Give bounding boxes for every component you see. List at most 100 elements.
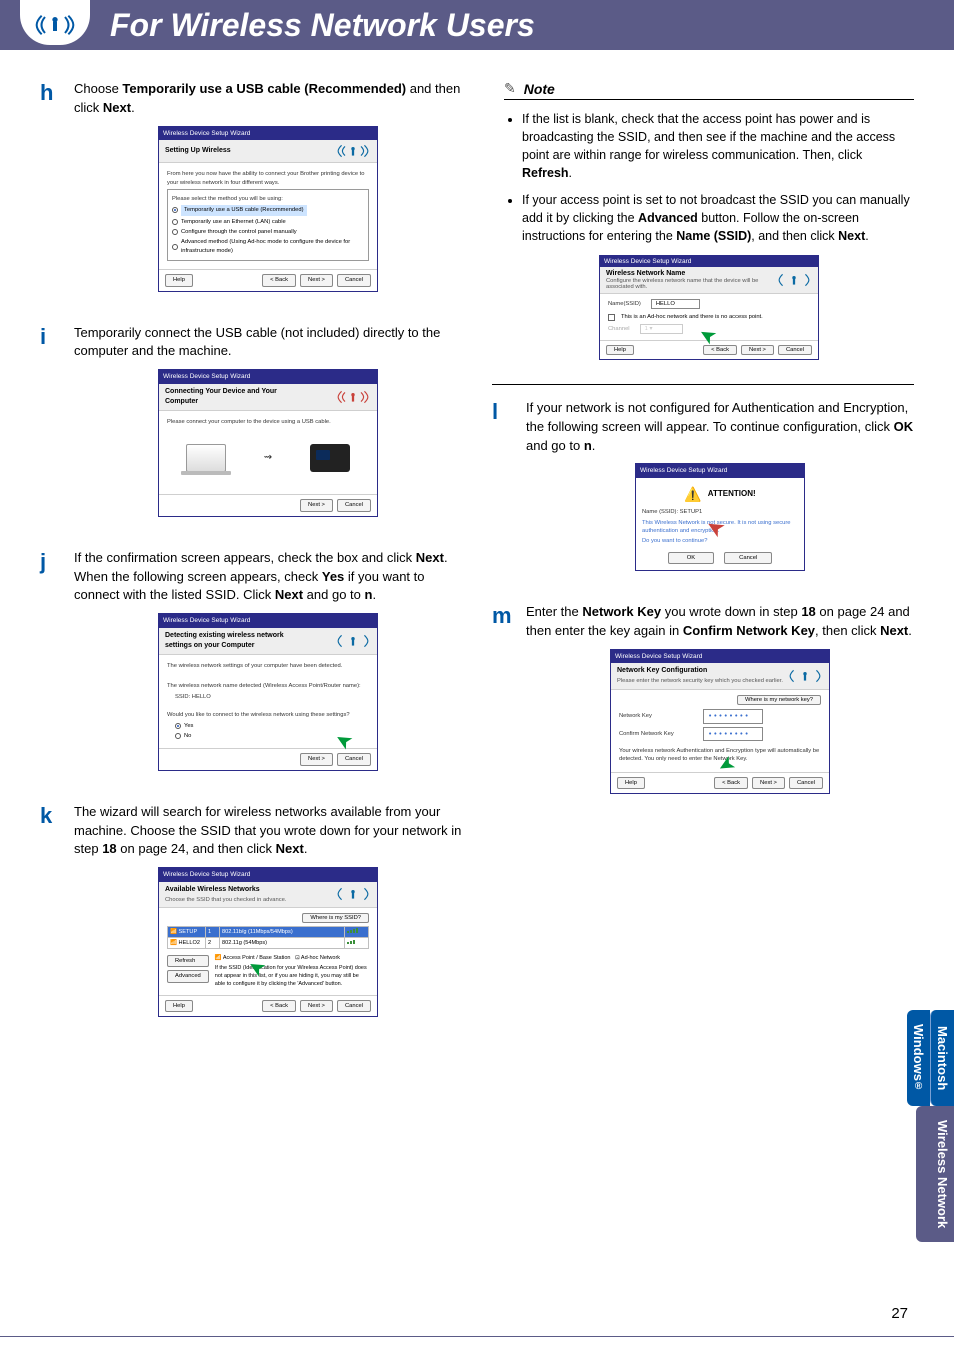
illustration: ⇝	[167, 428, 369, 488]
note-item: If the list is blank, check that the acc…	[522, 110, 914, 183]
wizard-footer: Next > Cancel	[159, 494, 377, 515]
step-j: j If the confirmation screen appears, ch…	[40, 549, 462, 785]
cancel-button[interactable]: Cancel	[337, 274, 371, 286]
wizard-body: The wireless network settings of your co…	[159, 655, 377, 748]
next-button[interactable]: Next >	[300, 1000, 333, 1012]
radio-option[interactable]: Advanced method (Using Ad-hoc mode to co…	[172, 238, 364, 255]
step-body: Enter the Network Key you wrote down in …	[526, 603, 914, 808]
text-bold: Advanced	[638, 211, 698, 225]
step-i: i Temporarily connect the USB cable (not…	[40, 324, 462, 531]
cancel-button[interactable]: Cancel	[789, 777, 823, 789]
legend: 📶 Access Point / Base Station ⊡ Ad-hoc N…	[215, 955, 369, 963]
step-l: l If your network is not configured for …	[492, 399, 914, 585]
text: .	[304, 841, 308, 856]
text-bold: Next	[103, 100, 131, 115]
text: The wireless network settings of your co…	[167, 662, 369, 670]
ok-button[interactable]: OK	[668, 552, 714, 564]
radio-icon	[175, 723, 181, 729]
wizard-header: Wireless Network Name Configure the wire…	[600, 267, 818, 294]
network-key-input[interactable]: ••••••••	[703, 709, 763, 723]
option-label: Advanced method (Using Ad-hoc mode to co…	[181, 238, 364, 255]
ssid-input[interactable]: HELLO	[651, 299, 700, 309]
help-button[interactable]: Help	[165, 274, 193, 286]
step-letter: m	[492, 603, 512, 808]
next-button[interactable]: Next >	[741, 345, 774, 355]
cell: 1	[206, 926, 220, 937]
option-label: Temporarily use an Ethernet (LAN) cable	[181, 218, 286, 226]
footer-rule	[0, 1336, 954, 1340]
tab-windows[interactable]: Windows®	[907, 1010, 930, 1106]
step-letter: i	[40, 324, 60, 531]
refresh-button[interactable]: Refresh	[167, 955, 209, 967]
wizard-header: Available Wireless Networks Choose the S…	[159, 882, 377, 909]
cell: SETUP	[179, 929, 198, 935]
next-button[interactable]: Next >	[752, 777, 785, 789]
text: .	[569, 166, 572, 180]
button-group: < Back Next > Cancel	[714, 777, 823, 789]
next-button[interactable]: Next >	[300, 274, 333, 286]
tab-wireless-network[interactable]: Wireless Network	[916, 1106, 954, 1242]
text: If your network is not configured for Au…	[526, 400, 908, 434]
note-header: ✎ Note	[504, 80, 914, 100]
step-body: If the confirmation screen appears, chec…	[74, 549, 462, 785]
wizard-footer: Help < Back Next > Cancel	[611, 772, 829, 793]
next-button[interactable]: Next >	[300, 499, 333, 511]
back-button[interactable]: < Back	[262, 1000, 296, 1012]
adhoc-check[interactable]: This is an Ad-hoc network and there is n…	[608, 314, 810, 321]
wizard-header: Setting Up Wireless	[159, 140, 377, 163]
wizard-titlebar: Wireless Device Setup Wizard	[159, 370, 377, 383]
label: Confirm Network Key	[619, 730, 689, 738]
text: , then click	[815, 623, 880, 638]
wizard-header-title: Connecting Your Device and Your Computer	[165, 387, 285, 407]
text-bold: Next	[880, 623, 908, 638]
label: Yes	[184, 722, 193, 730]
text-bold: Next	[275, 587, 303, 602]
next-button[interactable]: Next >	[300, 753, 333, 765]
side-tabs: Windows® Macintosh Wireless Network	[907, 1010, 954, 1242]
laptop-icon	[186, 444, 226, 472]
text-bold: OK	[894, 419, 914, 434]
text: Enter the	[526, 604, 582, 619]
help-button[interactable]: Help	[606, 345, 634, 355]
wizard-header: Connecting Your Device and Your Computer	[159, 384, 377, 411]
tab-macintosh[interactable]: Macintosh	[930, 1010, 954, 1106]
wizard-body: Please connect your computer to the devi…	[159, 411, 377, 494]
button-group: < Back Next > Cancel	[262, 274, 371, 286]
wizard-header-title: Detecting existing wireless network sett…	[165, 631, 285, 651]
radio-yes[interactable]: Yes	[167, 722, 369, 730]
text: .	[372, 587, 376, 602]
confirm-key-input[interactable]: ••••••••	[703, 727, 763, 741]
text: Temporarily connect the USB cable (not i…	[74, 325, 440, 359]
advanced-button[interactable]: Advanced	[167, 970, 209, 982]
text-bold: Yes	[322, 569, 344, 584]
label: SSID:	[175, 694, 190, 700]
text-bold: Network Key	[582, 604, 661, 619]
wifi-icon	[776, 272, 812, 288]
back-button[interactable]: < Back	[262, 274, 296, 286]
back-button[interactable]: < Back	[714, 777, 748, 789]
text: From here you now have the ability to co…	[167, 170, 369, 187]
where-key-button[interactable]: Where is my network key?	[737, 695, 821, 705]
help-button[interactable]: Help	[165, 1000, 193, 1012]
cancel-button[interactable]: Cancel	[724, 552, 772, 564]
radio-option[interactable]: Temporarily use a USB cable (Recommended…	[172, 205, 364, 215]
where-ssid-button[interactable]: Where is my SSID?	[302, 913, 369, 923]
text: .	[592, 438, 596, 453]
wifi-icon	[335, 389, 371, 405]
label: No	[184, 732, 191, 740]
cancel-button[interactable]: Cancel	[337, 499, 371, 511]
option-label: Configure through the control panel manu…	[181, 228, 297, 236]
wizard-header-title: Network Key Configuration	[617, 666, 737, 676]
button-group: < Back Next > Cancel	[262, 1000, 371, 1012]
radio-option[interactable]: Temporarily use an Ethernet (LAN) cable	[172, 218, 364, 226]
wizard-footer: Help < Back Next > Cancel	[159, 995, 377, 1016]
button-group: Next > Cancel	[300, 753, 371, 765]
radio-option[interactable]: Configure through the control panel manu…	[172, 228, 364, 236]
step-body: If your network is not configured for Au…	[526, 399, 914, 585]
step-h: h Choose Temporarily use a USB cable (Re…	[40, 80, 462, 306]
help-button[interactable]: Help	[617, 777, 645, 789]
cancel-button[interactable]: Cancel	[778, 345, 812, 355]
cancel-button[interactable]: Cancel	[337, 1000, 371, 1012]
text-bold: Next	[276, 841, 304, 856]
wizard-available: Wireless Device Setup Wizard Available W…	[158, 867, 378, 1017]
